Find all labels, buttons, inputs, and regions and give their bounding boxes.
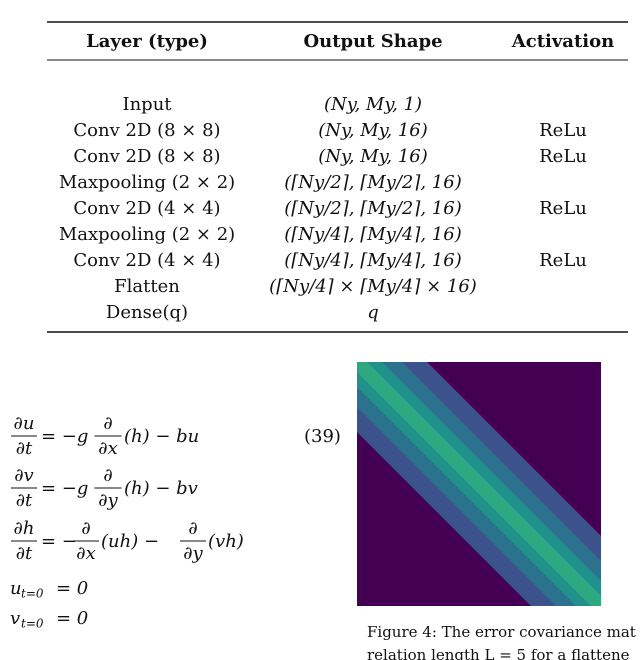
table-cell: Conv 2D (8 × 8)	[73, 120, 220, 141]
table-cell: ReLu	[539, 198, 587, 219]
numerator: ∂	[81, 518, 90, 539]
math: (uh) −	[101, 531, 159, 552]
table-cell: Input	[122, 94, 172, 115]
table-cell: Maxpooling (2 × 2)	[59, 172, 235, 193]
table-cell: Flatten	[114, 276, 180, 297]
heatmap-band	[357, 362, 601, 606]
math: (h) − bv	[124, 478, 198, 499]
denominator: ∂y	[183, 543, 203, 564]
table-cell: (⌈Ny/2⌉, ⌈My/2⌉, 16)	[284, 198, 461, 219]
numerator: ∂v	[14, 465, 33, 486]
table-cell: (⌈Ny/4⌉ × ⌈My/4⌉ × 16)	[269, 276, 477, 297]
table-cell: Conv 2D (4 × 4)	[73, 250, 220, 271]
table-cell: Conv 2D (4 × 4)	[73, 198, 220, 219]
numerator: ∂h	[14, 518, 35, 539]
equation-number: (39)	[304, 426, 341, 447]
denominator: ∂y	[98, 490, 118, 511]
numerator: ∂	[103, 465, 112, 486]
denominator: ∂t	[16, 490, 33, 511]
subscript: t=0	[21, 587, 44, 601]
numerator: ∂	[188, 518, 197, 539]
denominator: ∂x	[76, 543, 95, 564]
table-cell: Conv 2D (8 × 8)	[73, 146, 220, 167]
denominator: ∂t	[16, 438, 33, 459]
caption: relation length L = 5 for a flattene	[367, 646, 630, 660]
numerator: ∂	[103, 413, 112, 434]
math: = 0	[56, 578, 88, 599]
column-header: Output Shape	[303, 31, 442, 52]
math: = −g	[41, 478, 88, 499]
math: v	[10, 608, 20, 629]
math: (h) − bu	[124, 426, 199, 447]
table-cell: (⌈Ny/4⌉, ⌈My/4⌉, 16)	[284, 250, 461, 271]
table-cell: (Ny, My, 16)	[318, 120, 428, 141]
numerator: ∂u	[14, 413, 35, 434]
table-cell: ReLu	[539, 120, 587, 141]
denominator: ∂t	[16, 543, 33, 564]
table-cell: ReLu	[539, 250, 587, 271]
math: u	[10, 578, 22, 599]
column-header: Activation	[511, 31, 614, 52]
subscript: t=0	[21, 617, 44, 631]
table-cell: (Ny, My, 16)	[318, 146, 428, 167]
math: = −	[41, 531, 77, 552]
table-cell: ReLu	[539, 146, 587, 167]
math: = −g	[41, 426, 88, 447]
table-cell: q	[367, 302, 379, 323]
table-cell: (Ny, My, 1)	[324, 94, 422, 115]
table-cell: Maxpooling (2 × 2)	[59, 224, 235, 245]
column-header: Layer (type)	[86, 31, 208, 52]
denominator: ∂x	[98, 438, 117, 459]
math: (vh)	[208, 531, 244, 552]
table-cell: (⌈Ny/4⌉, ⌈My/4⌉, 16)	[284, 224, 461, 245]
math: = 0	[56, 608, 88, 629]
table-cell: Dense(q)	[106, 302, 188, 323]
caption: Figure 4: The error covariance mat	[367, 623, 636, 641]
table-cell: (⌈Ny/2⌉, ⌈My/2⌉, 16)	[284, 172, 461, 193]
